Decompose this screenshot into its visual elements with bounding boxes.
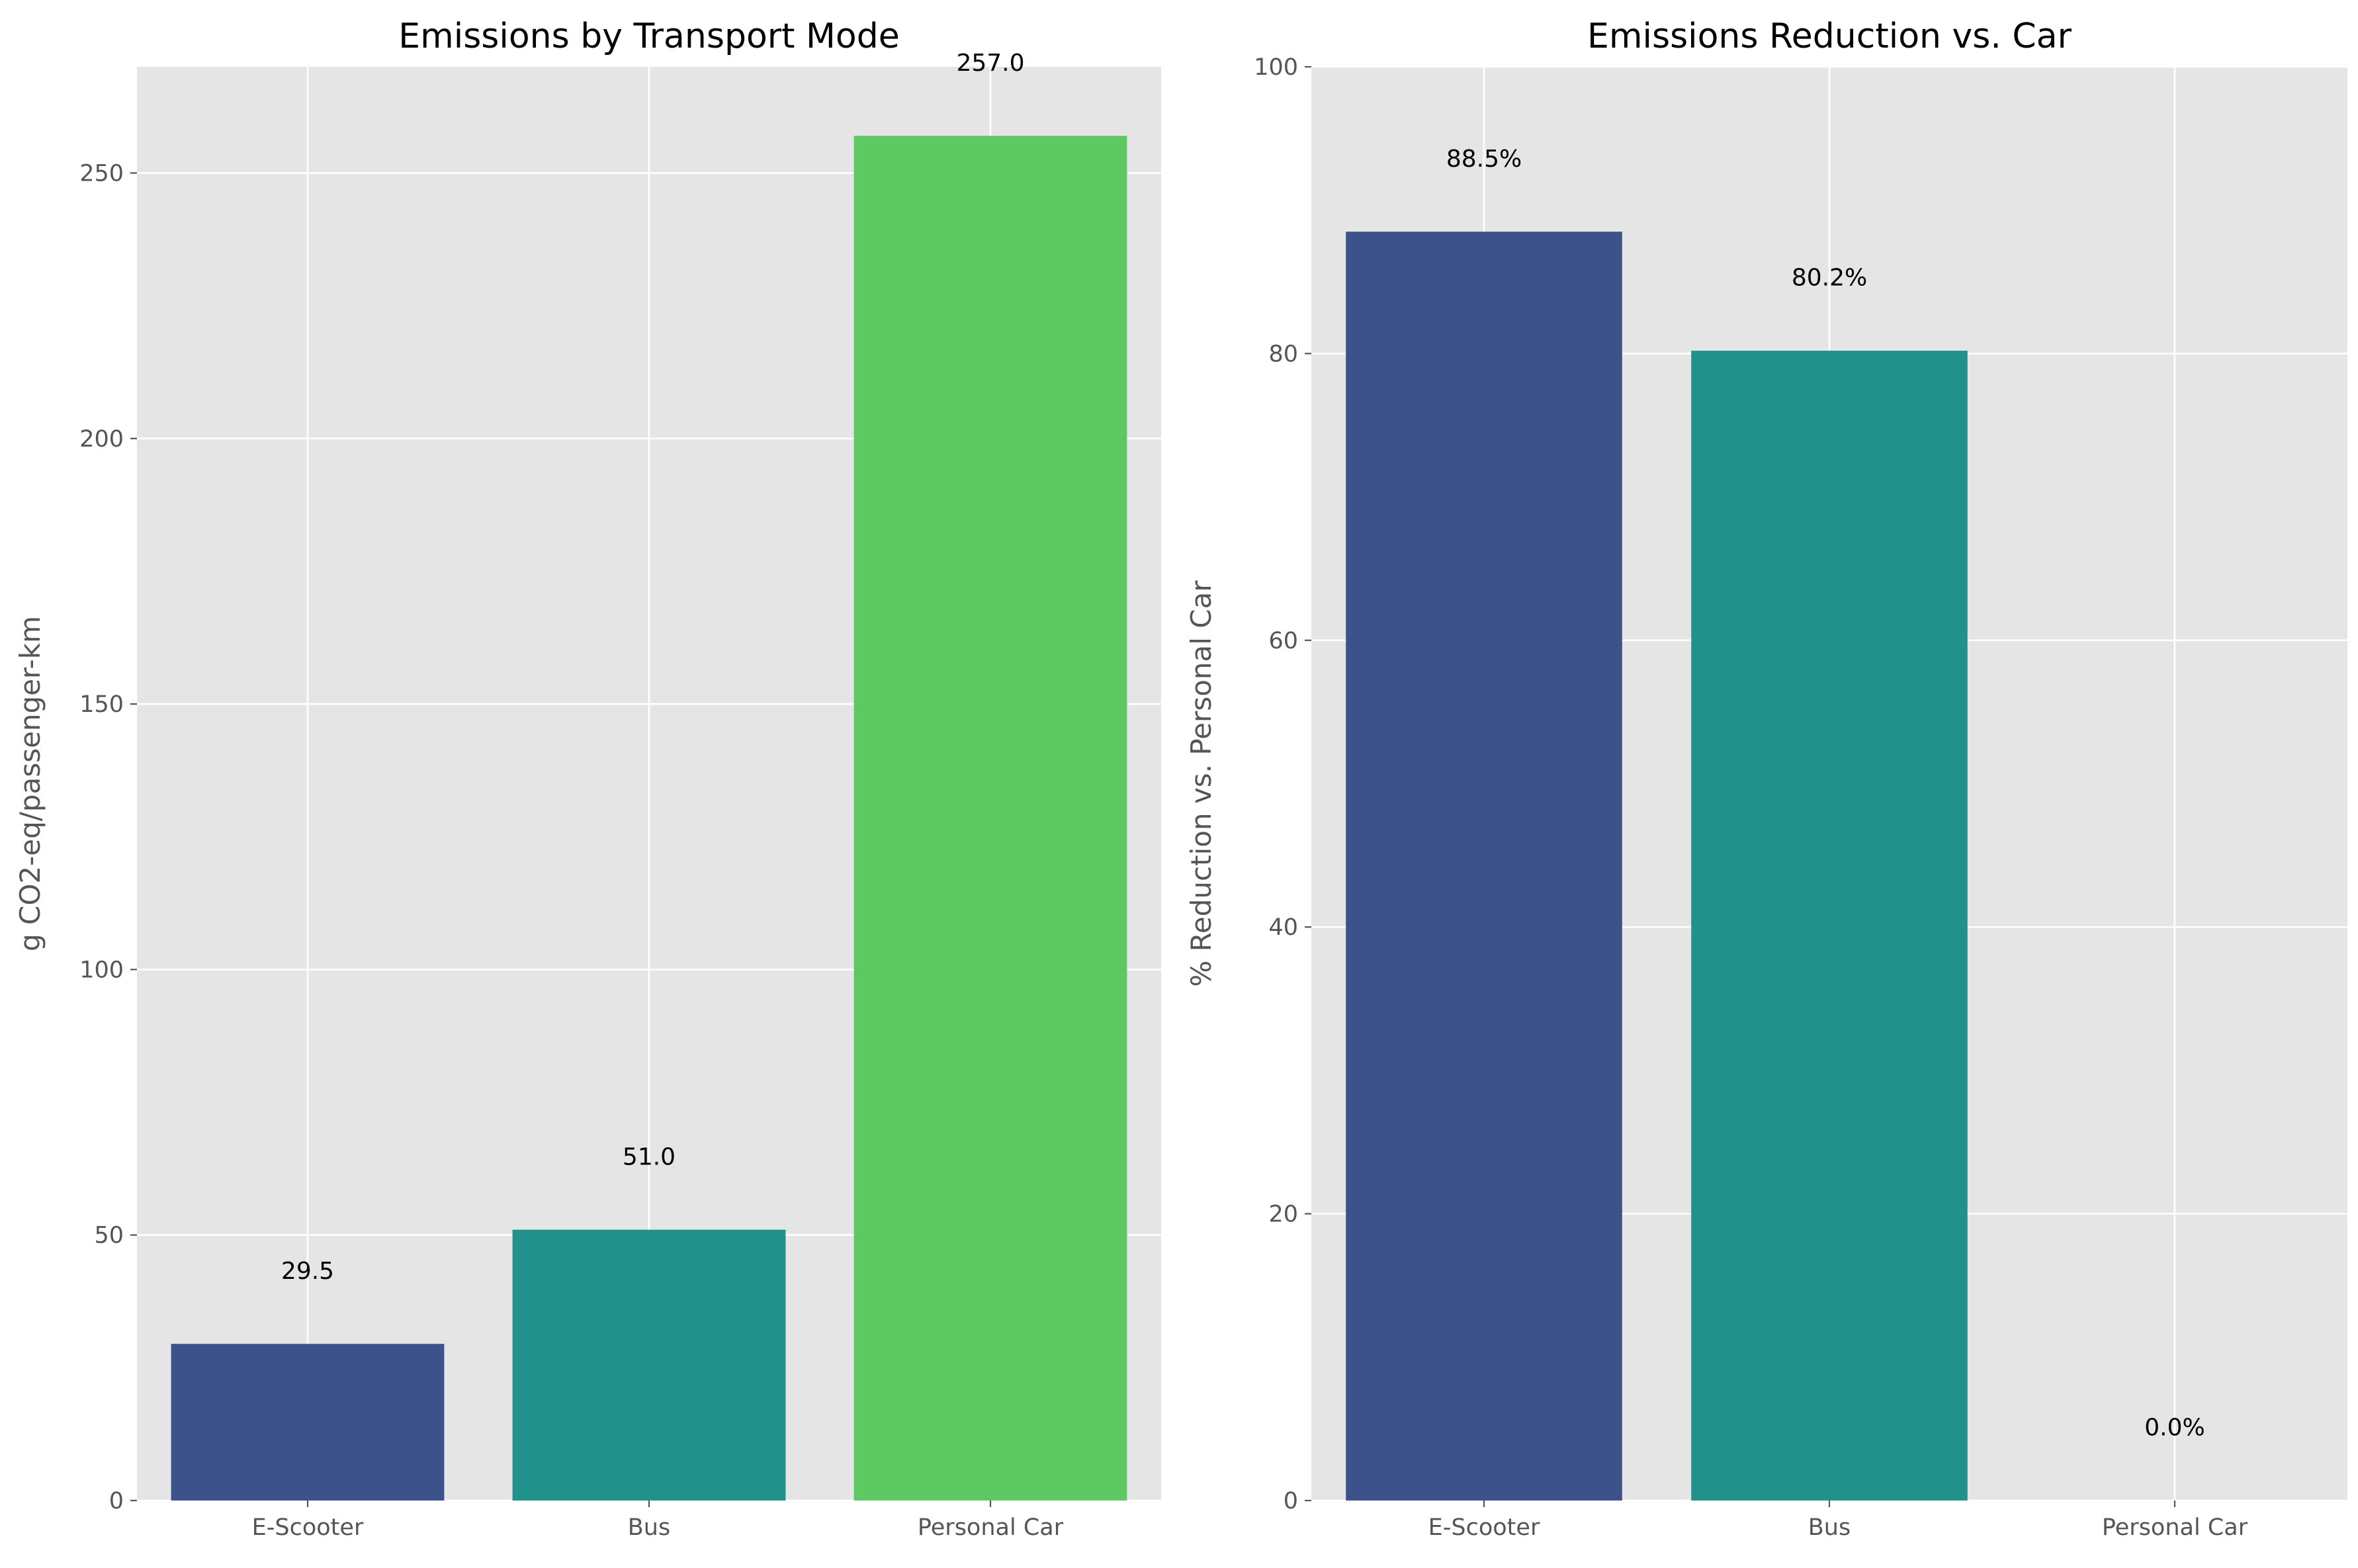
bar	[853, 136, 1127, 1501]
x-tick-label: Bus	[1808, 1514, 1851, 1541]
bar	[1346, 232, 1622, 1501]
chart-title: Emissions by Transport Mode	[398, 17, 900, 56]
y-tick-label: 200	[79, 426, 124, 453]
y-tick-label: 80	[1268, 341, 1298, 367]
x-tick-label: Personal Car	[918, 1514, 1064, 1541]
bar	[1691, 351, 1968, 1501]
bar	[171, 1344, 445, 1501]
bar-data-label: 0.0%	[2144, 1415, 2205, 1442]
y-axis-label: % Reduction vs. Personal Car	[1185, 580, 1217, 987]
bar	[512, 1229, 786, 1501]
x-tick-label: Bus	[628, 1514, 670, 1541]
bar-data-label: 80.2%	[1792, 265, 1867, 292]
y-axis-label: g CO2-eq/passenger-km	[14, 616, 46, 951]
y-tick-label: 100	[79, 957, 124, 983]
chart-title: Emissions Reduction vs. Car	[1587, 17, 2072, 56]
emissions-reduction-chart: 0 20 40 60 80 100 E-Scooter Bus Personal Car 88.5…	[1185, 17, 2347, 1541]
transport-emissions-chart: 0 50 100 150 200 250 E-Scooter Bus Personal Car 2…	[14, 17, 1161, 1541]
y-tick-label: 20	[1268, 1201, 1298, 1228]
y-tick-label: 0	[109, 1488, 124, 1514]
x-tick-label: Personal Car	[2102, 1514, 2248, 1541]
y-tick-label: 100	[1254, 54, 1298, 81]
bar-data-label: 88.5%	[1446, 146, 1522, 173]
y-tick-label: 40	[1268, 914, 1298, 941]
y-tick-label: 250	[79, 161, 124, 187]
x-tick-label: E-Scooter	[252, 1514, 364, 1541]
x-tick-label: E-Scooter	[1428, 1514, 1540, 1541]
y-tick-label: 0	[1284, 1488, 1298, 1514]
y-tick-label: 50	[94, 1223, 124, 1249]
bar-data-label: 51.0	[623, 1143, 676, 1170]
y-tick-label: 60	[1268, 628, 1298, 654]
bar-data-label: 29.5	[281, 1258, 334, 1285]
bar-data-label: 257.0	[956, 50, 1024, 77]
y-tick-label: 150	[79, 691, 124, 718]
